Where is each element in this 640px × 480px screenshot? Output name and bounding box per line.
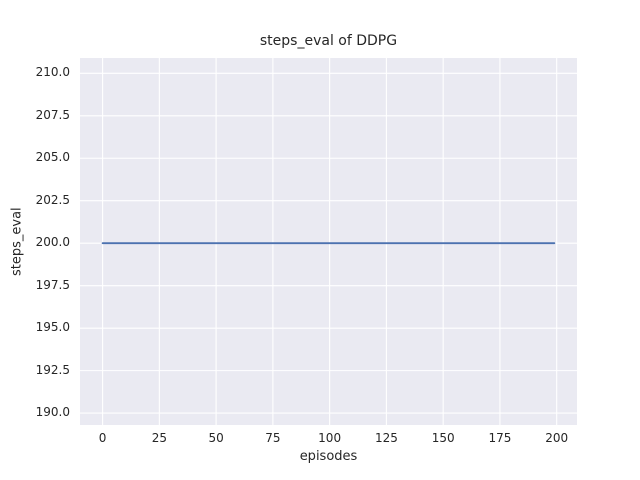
- x-tick-label: 75: [265, 431, 281, 445]
- x-tick-label: 0: [98, 431, 107, 445]
- chart-title: steps_eval of DDPG: [259, 33, 398, 49]
- y-tick-label: 195.0: [35, 320, 70, 335]
- y-tick-label: 200.0: [35, 235, 70, 250]
- y-tick-label: 190.0: [35, 405, 70, 420]
- x-tick-label: 25: [151, 431, 167, 445]
- x-axis-label: episodes: [299, 449, 358, 464]
- x-tick-label: 125: [374, 431, 398, 445]
- x-tick-label: 100: [318, 431, 342, 445]
- y-tick-label: 205.0: [35, 150, 70, 165]
- x-tick-label: 175: [488, 431, 512, 445]
- y-tick-label: 202.5: [35, 192, 70, 207]
- y-tick-label: 207.5: [35, 107, 70, 122]
- x-tick-label: 50: [208, 431, 224, 445]
- y-tick-label: 197.5: [35, 277, 70, 292]
- plot-area: [80, 58, 577, 425]
- y-tick-label: 192.5: [35, 362, 70, 377]
- y-tick-label: 210.0: [35, 65, 70, 80]
- x-tick-label: 150: [431, 431, 455, 445]
- x-tick-label: 200: [545, 431, 569, 445]
